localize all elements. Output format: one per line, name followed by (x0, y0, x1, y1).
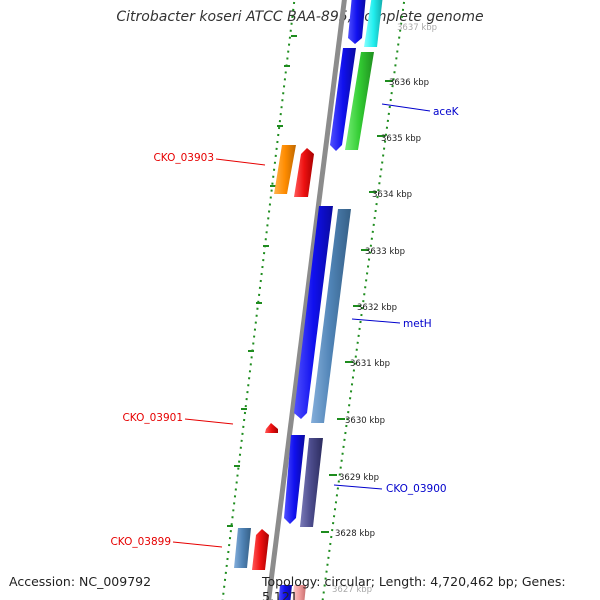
accession-text: Accession: NC_009792 (9, 574, 152, 589)
gene-label-acek[interactable]: aceK (433, 106, 460, 118)
gene-cko03899 (252, 529, 269, 570)
gene-forward (330, 48, 356, 151)
inner-tick-mark (234, 465, 240, 467)
genome-summary-text: Topology: circular; Length: 4,720,462 bp… (262, 574, 566, 600)
scale-tick-mark (361, 249, 369, 251)
gene-label-cko03901[interactable]: CKO_03901 (122, 412, 183, 424)
inner-tick-mark (291, 35, 297, 37)
label-leader (215, 158, 266, 166)
label-leader (172, 541, 223, 548)
gene-label-cko03903[interactable]: CKO_03903 (153, 152, 214, 164)
scale-tick-mark (385, 80, 393, 82)
label-leader (381, 103, 431, 112)
scale-tick-label: 3635 kbp (381, 134, 421, 144)
gene-label-cko03899[interactable]: CKO_03899 (110, 536, 171, 548)
gene-cyan (364, 0, 383, 47)
reverse-gene-labels: CKO_03903 CKO_03901 CKO_03899 (110, 152, 266, 548)
inner-tick-mark (270, 185, 276, 187)
scale-tick-label: 3632 kbp (357, 303, 397, 313)
scale-tick-label: 3627 kbp (332, 585, 372, 595)
gene-forward-bottom (278, 585, 292, 600)
inner-tick-mark (248, 350, 254, 352)
scale-tick-mark (345, 361, 353, 363)
forward-gene-labels: aceK metH CKO_03900 (333, 103, 460, 495)
gene-meth (311, 209, 351, 423)
scale-tick-label: 3629 kbp (339, 473, 379, 483)
gene-forward (284, 435, 305, 524)
gene-forward-top (348, 0, 366, 44)
inner-tick-mark (227, 525, 233, 527)
gene-cko03899-part (234, 528, 251, 568)
inner-dotted-line (221, 0, 296, 600)
forward-strand-genes (278, 0, 383, 600)
scale-tick-label: 3637 kbp (397, 23, 437, 33)
scale-tick-mark (377, 135, 385, 137)
inner-tick-mark (277, 125, 283, 127)
scale-tick-label: 3633 kbp (365, 247, 405, 257)
gene-forward (294, 206, 333, 419)
gene-acek (345, 52, 374, 150)
gene-label-cko03900[interactable]: CKO_03900 (386, 483, 447, 495)
scale-tick-mark (321, 531, 329, 533)
inner-tick-mark (263, 245, 269, 247)
scale-tick-label: 3630 kbp (345, 416, 385, 426)
inner-tick-mark (284, 65, 290, 67)
gene-cko03903-part (274, 145, 296, 194)
inner-tick-mark (241, 408, 247, 410)
genome-backbone (266, 0, 347, 600)
scale-tick-mark (329, 474, 337, 476)
gene-cko03901 (265, 423, 278, 433)
gene-pink (292, 585, 306, 600)
map-title: Citrobacter koseri ATCC BAA-895, complet… (116, 9, 484, 25)
gene-cko03900 (300, 438, 323, 527)
scale-tick-label: 3631 kbp (350, 359, 390, 369)
inner-track (221, 0, 297, 600)
gene-cko03903 (294, 148, 314, 197)
scale-tick-label: 3636 kbp (389, 78, 429, 88)
scale-tick-label: 3634 kbp (372, 190, 412, 200)
label-leader (351, 318, 401, 324)
inner-tick-mark (256, 302, 262, 304)
scale-tick-mark (353, 305, 361, 307)
label-leader (184, 418, 234, 425)
scale-tick-mark (369, 191, 377, 193)
scale-tick-mark (337, 418, 345, 420)
reverse-strand-genes (234, 145, 314, 570)
gene-label-meth[interactable]: metH (403, 318, 432, 330)
scale-tick-label: 3628 kbp (335, 529, 375, 539)
label-leader (333, 484, 383, 490)
scale-ticks: 3637 kbp 3636 kbp 3635 kbp 3634 kbp 3633… (321, 23, 437, 595)
